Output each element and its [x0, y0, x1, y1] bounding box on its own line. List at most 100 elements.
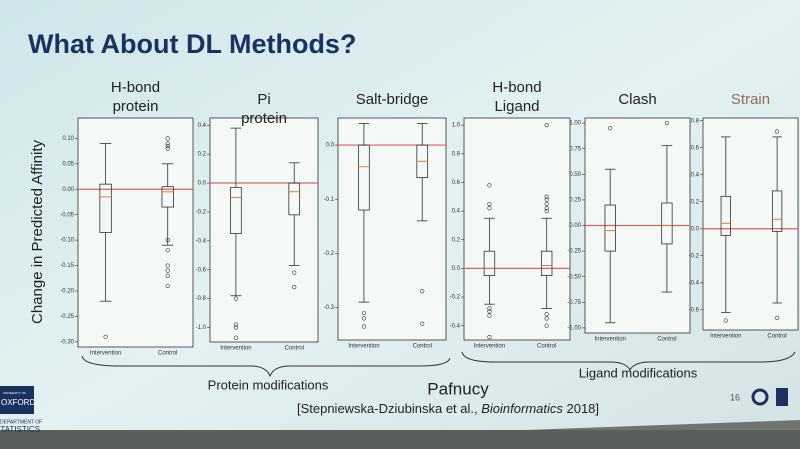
outlier	[487, 206, 492, 211]
y-tick-label: -0.30	[60, 339, 74, 345]
y-tick-label: -0.4	[689, 280, 700, 286]
y-tick-label: 0.8	[691, 118, 700, 124]
box	[483, 250, 496, 276]
y-tick-label: 0.6	[452, 180, 461, 186]
page-number: 16	[730, 392, 740, 402]
y-tick-label: 0.25	[569, 197, 581, 203]
chart-title: H-bond	[492, 79, 541, 96]
y-tick-label: -0.25	[60, 314, 74, 320]
outlier	[487, 201, 492, 207]
outlier	[361, 316, 367, 321]
box	[720, 195, 731, 236]
x-tick-label: Intervention	[595, 337, 626, 343]
citation-journal: Bioinformatics	[481, 401, 563, 416]
y-tick-label: 1.0	[452, 123, 461, 129]
outlier	[361, 324, 367, 329]
outlier	[233, 335, 239, 340]
outlier	[544, 201, 549, 207]
chart-title: protein	[113, 98, 159, 115]
y-tick-label: -1.00	[567, 325, 581, 331]
citation: [Stepniewska-Dziubinska et al., Bioinfor…	[297, 401, 599, 416]
plot-frame	[463, 117, 571, 341]
box	[358, 144, 370, 211]
group-brace	[461, 351, 796, 372]
y-tick-label: 0.00	[62, 187, 74, 193]
outlier	[233, 325, 239, 330]
outlier	[165, 248, 170, 253]
outlier	[487, 306, 492, 311]
slide-title: What About DL Methods?	[28, 29, 356, 59]
y-tick-label: -0.1	[324, 197, 335, 203]
outlier	[487, 183, 492, 188]
plot-frame	[77, 117, 194, 348]
group-label: Protein modifications	[208, 377, 329, 392]
outlier	[420, 321, 425, 326]
y-tick-label: 0.10	[62, 136, 74, 142]
outlier	[361, 310, 367, 316]
chart-title: Ligand	[494, 98, 539, 115]
y-tick-label: -0.50	[567, 274, 581, 280]
y-tick-label: -0.8	[196, 296, 207, 302]
x-tick-label: Control	[413, 344, 432, 350]
y-tick-label: -0.10	[60, 238, 74, 244]
outlier	[103, 334, 108, 339]
y-tick-label: -0.15	[60, 263, 74, 269]
x-tick-label: Intervention	[348, 344, 379, 350]
logo-text: DEPARTMENT OF	[0, 419, 42, 425]
logo-text: STATISTICS	[0, 425, 40, 434]
y-tick-label: -0.3	[324, 305, 335, 311]
y-tick-label: 0.0	[198, 181, 207, 187]
outlier	[233, 322, 239, 327]
y-tick-label: -0.25	[567, 249, 581, 255]
x-tick-label: Control	[285, 346, 304, 352]
box	[771, 190, 783, 232]
logo-text: OXFORD	[1, 398, 35, 407]
outlier	[292, 270, 297, 275]
y-tick-label: -0.2	[324, 251, 335, 257]
x-tick-label: Intervention	[220, 346, 251, 352]
outlier	[420, 289, 425, 294]
chart-title: Pi	[257, 91, 270, 108]
y-tick-label: -0.2	[689, 253, 700, 259]
outlier	[165, 263, 170, 268]
outlier	[544, 316, 549, 321]
y-tick-label: 0.2	[452, 237, 461, 243]
outlier	[165, 136, 170, 141]
y-tick-label: 0.2	[198, 152, 207, 158]
outlier	[774, 129, 780, 134]
outlier	[544, 312, 549, 317]
y-tick-label: 0.50	[569, 172, 581, 178]
group-label: Ligand modifications	[579, 365, 698, 380]
y-axis-label: Change in Predicted Affinity	[29, 140, 46, 325]
y-tick-label: 0.4	[198, 123, 207, 129]
logo-icon	[751, 388, 769, 406]
outlier	[723, 318, 728, 323]
outlier	[233, 296, 239, 301]
x-tick-label: Control	[537, 344, 556, 350]
y-tick-label: 0.0	[691, 226, 700, 232]
outlier	[292, 284, 297, 290]
y-tick-label: -0.75	[567, 300, 581, 306]
outlier	[165, 141, 170, 146]
citation-text: [Stepniewska-Dziubinska et al.,	[297, 401, 481, 416]
y-tick-label: -0.6	[196, 267, 207, 273]
y-tick-label: -0.4	[196, 238, 207, 244]
outlier	[774, 315, 780, 320]
box	[99, 183, 112, 233]
y-tick-label: -0.2	[450, 295, 461, 301]
logo-icon	[776, 388, 788, 406]
x-tick-label: Control	[657, 337, 676, 343]
y-tick-label: 0.6	[691, 145, 700, 151]
y-tick-label: -0.6	[689, 307, 700, 313]
y-tick-label: 1.00	[569, 121, 581, 127]
y-tick-label: 0.2	[691, 199, 700, 205]
outlier	[487, 313, 492, 318]
chart-title: H-bond	[111, 79, 160, 96]
y-tick-label: -0.2	[196, 210, 207, 216]
box	[604, 204, 616, 252]
outlier	[165, 273, 170, 278]
outlier	[165, 143, 170, 149]
y-tick-label: 0.00	[569, 223, 581, 229]
y-tick-label: -0.20	[60, 289, 74, 295]
